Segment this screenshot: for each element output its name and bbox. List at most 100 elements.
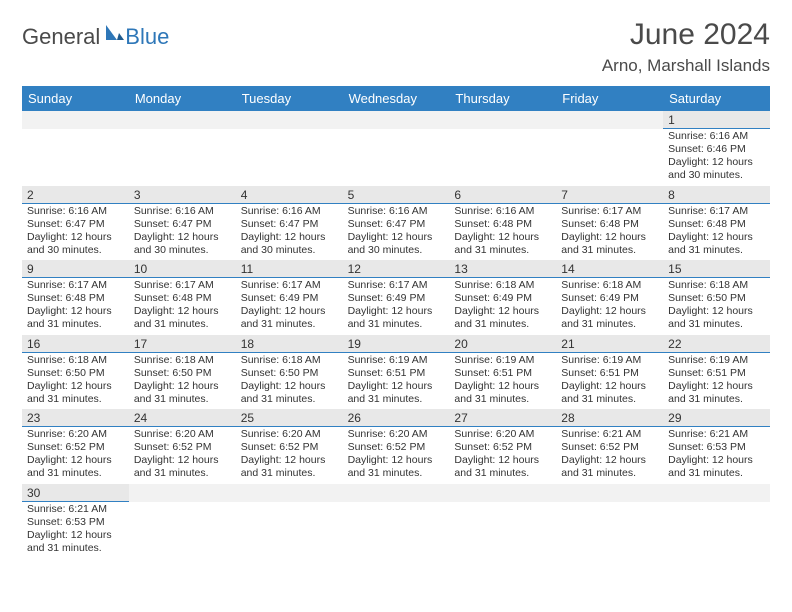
day-details: Sunrise: 6:20 AMSunset: 6:52 PMDaylight:… <box>236 427 343 484</box>
day-number: 20 <box>449 335 556 353</box>
day-number: 24 <box>129 409 236 427</box>
detail-line: Daylight: 12 hours <box>668 231 765 244</box>
day-details: Sunrise: 6:18 AMSunset: 6:50 PMDaylight:… <box>236 353 343 410</box>
day-number: 21 <box>556 335 663 353</box>
detail-line: Sunrise: 6:17 AM <box>27 279 124 292</box>
day-details: Sunrise: 6:17 AMSunset: 6:48 PMDaylight:… <box>129 278 236 335</box>
detail-line: and 31 minutes. <box>348 393 445 406</box>
detail-line: Sunset: 6:51 PM <box>454 367 551 380</box>
logo-text-general: General <box>22 24 100 50</box>
calendar-page: General Blue June 2024 Arno, Marshall Is… <box>0 0 792 568</box>
day-cell: 24Sunrise: 6:20 AMSunset: 6:52 PMDayligh… <box>129 409 236 484</box>
day-details: Sunrise: 6:21 AMSunset: 6:53 PMDaylight:… <box>22 502 129 559</box>
location-label: Arno, Marshall Islands <box>602 56 770 76</box>
day-details: Sunrise: 6:20 AMSunset: 6:52 PMDaylight:… <box>343 427 450 484</box>
day-details: Sunrise: 6:16 AMSunset: 6:46 PMDaylight:… <box>663 129 770 186</box>
detail-line: Daylight: 12 hours <box>668 380 765 393</box>
detail-line: Sunrise: 6:20 AM <box>134 428 231 441</box>
day-number: 28 <box>556 409 663 427</box>
detail-line: Sunset: 6:49 PM <box>561 292 658 305</box>
detail-line: and 30 minutes. <box>348 244 445 257</box>
day-cell <box>449 111 556 186</box>
detail-line: and 31 minutes. <box>668 467 765 480</box>
detail-line: Sunrise: 6:16 AM <box>348 205 445 218</box>
detail-line: and 31 minutes. <box>561 467 658 480</box>
detail-line: Daylight: 12 hours <box>241 380 338 393</box>
detail-line: Sunset: 6:52 PM <box>27 441 124 454</box>
detail-line: Daylight: 12 hours <box>27 380 124 393</box>
day-details: Sunrise: 6:19 AMSunset: 6:51 PMDaylight:… <box>449 353 556 410</box>
day-cell: 1Sunrise: 6:16 AMSunset: 6:46 PMDaylight… <box>663 111 770 186</box>
detail-line: Daylight: 12 hours <box>27 231 124 244</box>
day-details: Sunrise: 6:17 AMSunset: 6:49 PMDaylight:… <box>343 278 450 335</box>
day-cell: 11Sunrise: 6:17 AMSunset: 6:49 PMDayligh… <box>236 260 343 335</box>
day-header-wed: Wednesday <box>343 86 450 111</box>
detail-line: Sunset: 6:52 PM <box>454 441 551 454</box>
day-cell: 25Sunrise: 6:20 AMSunset: 6:52 PMDayligh… <box>236 409 343 484</box>
day-details: Sunrise: 6:19 AMSunset: 6:51 PMDaylight:… <box>663 353 770 410</box>
day-number: 23 <box>22 409 129 427</box>
detail-line: Sunrise: 6:16 AM <box>668 130 765 143</box>
detail-line: and 31 minutes. <box>348 467 445 480</box>
day-number: 16 <box>22 335 129 353</box>
detail-line: Sunset: 6:49 PM <box>348 292 445 305</box>
detail-line: Daylight: 12 hours <box>348 380 445 393</box>
detail-line: and 31 minutes. <box>134 318 231 331</box>
detail-line: Sunrise: 6:20 AM <box>27 428 124 441</box>
detail-line: Sunrise: 6:18 AM <box>134 354 231 367</box>
detail-line: Sunset: 6:47 PM <box>134 218 231 231</box>
detail-line: Daylight: 12 hours <box>27 305 124 318</box>
detail-line: Sunrise: 6:18 AM <box>27 354 124 367</box>
detail-line: Daylight: 12 hours <box>561 305 658 318</box>
detail-line: Sunset: 6:47 PM <box>348 218 445 231</box>
detail-line: Sunset: 6:47 PM <box>27 218 124 231</box>
detail-line: Daylight: 12 hours <box>134 380 231 393</box>
day-number: 8 <box>663 186 770 204</box>
detail-line: and 30 minutes. <box>134 244 231 257</box>
detail-line: Sunrise: 6:20 AM <box>348 428 445 441</box>
detail-line: Sunrise: 6:17 AM <box>348 279 445 292</box>
day-number: 19 <box>343 335 450 353</box>
detail-line: Sunrise: 6:20 AM <box>241 428 338 441</box>
day-number: 9 <box>22 260 129 278</box>
day-cell <box>556 111 663 186</box>
day-number: 25 <box>236 409 343 427</box>
header: General Blue June 2024 Arno, Marshall Is… <box>22 18 770 76</box>
detail-line: Daylight: 12 hours <box>454 231 551 244</box>
detail-line: and 31 minutes. <box>27 318 124 331</box>
detail-line: Sunset: 6:52 PM <box>241 441 338 454</box>
day-details: Sunrise: 6:19 AMSunset: 6:51 PMDaylight:… <box>343 353 450 410</box>
detail-line: Sunrise: 6:19 AM <box>668 354 765 367</box>
detail-line: Sunset: 6:50 PM <box>241 367 338 380</box>
day-cell: 20Sunrise: 6:19 AMSunset: 6:51 PMDayligh… <box>449 335 556 410</box>
detail-line: Sunrise: 6:21 AM <box>668 428 765 441</box>
day-number <box>663 484 770 502</box>
day-header-mon: Monday <box>129 86 236 111</box>
day-number: 6 <box>449 186 556 204</box>
day-header-sun: Sunday <box>22 86 129 111</box>
detail-line: Sunrise: 6:19 AM <box>561 354 658 367</box>
detail-line: and 31 minutes. <box>668 244 765 257</box>
detail-line: Daylight: 12 hours <box>241 454 338 467</box>
day-number: 26 <box>343 409 450 427</box>
detail-line: Sunrise: 6:18 AM <box>561 279 658 292</box>
detail-line: Sunset: 6:48 PM <box>27 292 124 305</box>
day-header-sat: Saturday <box>663 86 770 111</box>
detail-line: Sunset: 6:52 PM <box>348 441 445 454</box>
detail-line: Daylight: 12 hours <box>454 380 551 393</box>
detail-line: Daylight: 12 hours <box>241 305 338 318</box>
day-cell <box>236 111 343 186</box>
detail-line: and 30 minutes. <box>241 244 338 257</box>
detail-line: Sunrise: 6:17 AM <box>668 205 765 218</box>
logo-text-blue: Blue <box>125 24 169 50</box>
day-number <box>129 111 236 129</box>
detail-line: Daylight: 12 hours <box>454 305 551 318</box>
month-title: June 2024 <box>602 18 770 52</box>
day-header-thu: Thursday <box>449 86 556 111</box>
day-details: Sunrise: 6:18 AMSunset: 6:49 PMDaylight:… <box>556 278 663 335</box>
day-details: Sunrise: 6:17 AMSunset: 6:49 PMDaylight:… <box>236 278 343 335</box>
day-number: 17 <box>129 335 236 353</box>
detail-line: Sunset: 6:46 PM <box>668 143 765 156</box>
day-details: Sunrise: 6:20 AMSunset: 6:52 PMDaylight:… <box>449 427 556 484</box>
detail-line: Sunset: 6:53 PM <box>668 441 765 454</box>
